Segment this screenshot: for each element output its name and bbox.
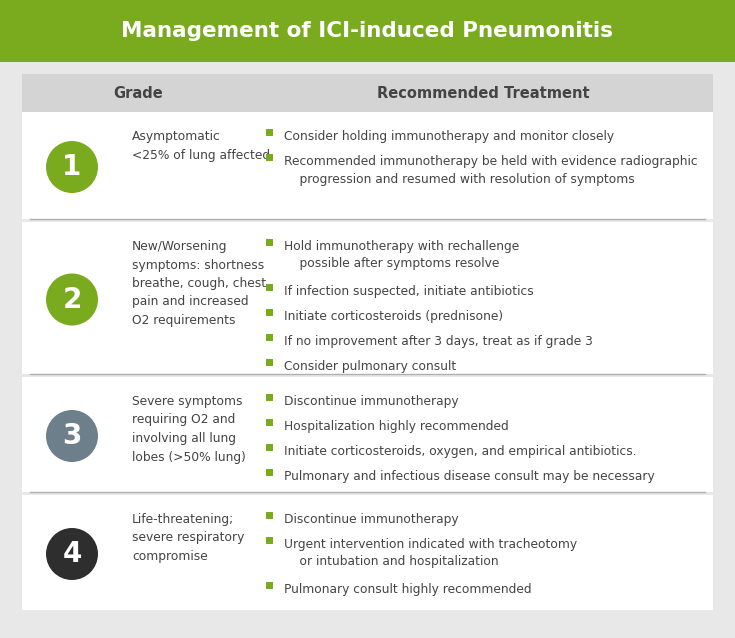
Text: Initiate corticosteroids (prednisone): Initiate corticosteroids (prednisone) [284, 310, 503, 323]
Text: New/Worsening
symptoms: shortness
breathe, cough, chest
pain and increased
O2 re: New/Worsening symptoms: shortness breath… [132, 240, 266, 327]
FancyBboxPatch shape [266, 283, 273, 290]
Text: Hold immunotherapy with rechallenge
    possible after symptoms resolve: Hold immunotherapy with rechallenge poss… [284, 240, 519, 271]
FancyBboxPatch shape [22, 222, 713, 374]
FancyBboxPatch shape [266, 128, 273, 135]
FancyBboxPatch shape [22, 112, 713, 219]
FancyBboxPatch shape [0, 0, 735, 62]
Text: Pulmonary and infectious disease consult may be necessary: Pulmonary and infectious disease consult… [284, 470, 655, 483]
Text: Pulmonary consult highly recommended: Pulmonary consult highly recommended [284, 583, 531, 596]
Text: Recommended Treatment: Recommended Treatment [377, 85, 589, 101]
FancyBboxPatch shape [266, 309, 273, 316]
Text: Urgent intervention indicated with tracheotomy
    or intubation and hospitaliza: Urgent intervention indicated with trach… [284, 538, 577, 568]
Text: Asymptomatic
<25% of lung affected: Asymptomatic <25% of lung affected [132, 130, 270, 161]
Text: 2: 2 [62, 285, 82, 313]
FancyBboxPatch shape [266, 443, 273, 450]
Text: Consider holding immunotherapy and monitor closely: Consider holding immunotherapy and monit… [284, 130, 614, 143]
Circle shape [46, 410, 98, 462]
Text: Severe symptoms
requiring O2 and
involving all lung
lobes (>50% lung): Severe symptoms requiring O2 and involvi… [132, 395, 246, 463]
Text: Discontinue immunotherapy: Discontinue immunotherapy [284, 513, 459, 526]
Text: 3: 3 [62, 422, 82, 450]
Circle shape [46, 528, 98, 580]
FancyBboxPatch shape [22, 74, 713, 112]
Text: If no improvement after 3 days, treat as if grade 3: If no improvement after 3 days, treat as… [284, 335, 593, 348]
FancyBboxPatch shape [22, 377, 713, 492]
FancyBboxPatch shape [22, 495, 713, 610]
FancyBboxPatch shape [266, 239, 273, 246]
Text: Initiate corticosteroids, oxygen, and empirical antibiotics.: Initiate corticosteroids, oxygen, and em… [284, 445, 637, 458]
FancyBboxPatch shape [266, 394, 273, 401]
FancyBboxPatch shape [266, 537, 273, 544]
Text: Management of ICI-induced Pneumonitis: Management of ICI-induced Pneumonitis [121, 21, 614, 41]
Circle shape [46, 141, 98, 193]
FancyBboxPatch shape [266, 512, 273, 519]
Text: 4: 4 [62, 540, 82, 568]
FancyBboxPatch shape [266, 334, 273, 341]
Text: Hospitalization highly recommended: Hospitalization highly recommended [284, 420, 509, 433]
Text: Recommended immunotherapy be held with evidence radiographic
    progression and: Recommended immunotherapy be held with e… [284, 155, 698, 186]
FancyBboxPatch shape [266, 419, 273, 426]
Text: Life-threatening;
severe respiratory
compromise: Life-threatening; severe respiratory com… [132, 513, 244, 563]
FancyBboxPatch shape [266, 468, 273, 475]
Text: If infection suspected, initiate antibiotics: If infection suspected, initiate antibio… [284, 285, 534, 298]
Text: Discontinue immunotherapy: Discontinue immunotherapy [284, 395, 459, 408]
FancyBboxPatch shape [266, 154, 273, 161]
Circle shape [46, 274, 98, 325]
Text: 1: 1 [62, 153, 82, 181]
FancyBboxPatch shape [266, 359, 273, 366]
Text: Consider pulmonary consult: Consider pulmonary consult [284, 360, 456, 373]
Text: Grade: Grade [113, 85, 163, 101]
FancyBboxPatch shape [266, 581, 273, 588]
